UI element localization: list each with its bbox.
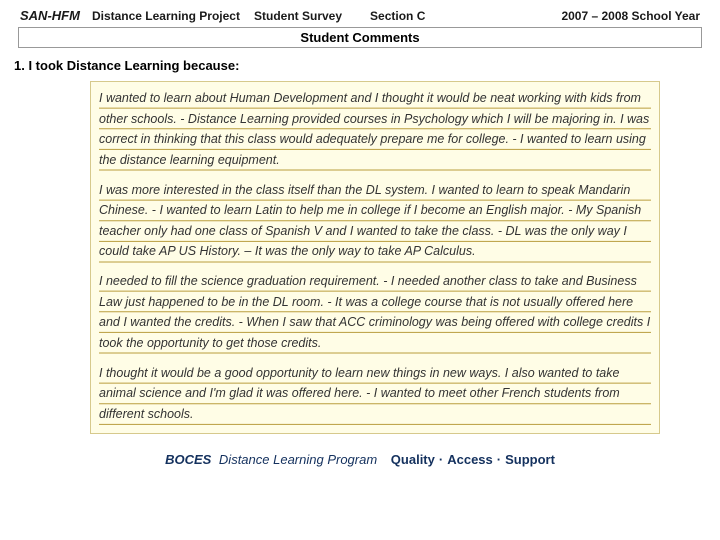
survey-title: Student Survey xyxy=(254,9,342,23)
footer: BOCES Distance Learning Program Quality ·… xyxy=(0,452,720,467)
separator-dot: · xyxy=(439,452,443,467)
document-header: SAN-HFM Distance Learning Project Studen… xyxy=(0,0,720,27)
comments-title-bar: Student Comments xyxy=(18,27,702,48)
footer-tag: Quality xyxy=(391,452,435,467)
footer-program: Distance Learning Program xyxy=(219,452,377,467)
project-title: Distance Learning Project xyxy=(92,9,240,23)
section-label: Section C xyxy=(370,9,425,23)
footer-tag: Access xyxy=(447,452,493,467)
question-text: 1. I took Distance Learning because: xyxy=(0,58,720,81)
response-paragraph: I thought it would be a good opportunity… xyxy=(99,363,651,426)
footer-tag: Support xyxy=(505,452,555,467)
org-code: SAN-HFM xyxy=(20,8,80,23)
separator-dot: · xyxy=(497,452,501,467)
school-year: 2007 – 2008 School Year xyxy=(561,9,700,23)
footer-boces: BOCES xyxy=(165,452,211,467)
response-paragraph: I wanted to learn about Human Developmen… xyxy=(99,88,651,172)
response-paragraph: I was more interested in the class itsel… xyxy=(99,180,651,264)
response-paragraph: I needed to fill the science graduation … xyxy=(99,271,651,355)
response-block: I wanted to learn about Human Developmen… xyxy=(90,81,660,434)
